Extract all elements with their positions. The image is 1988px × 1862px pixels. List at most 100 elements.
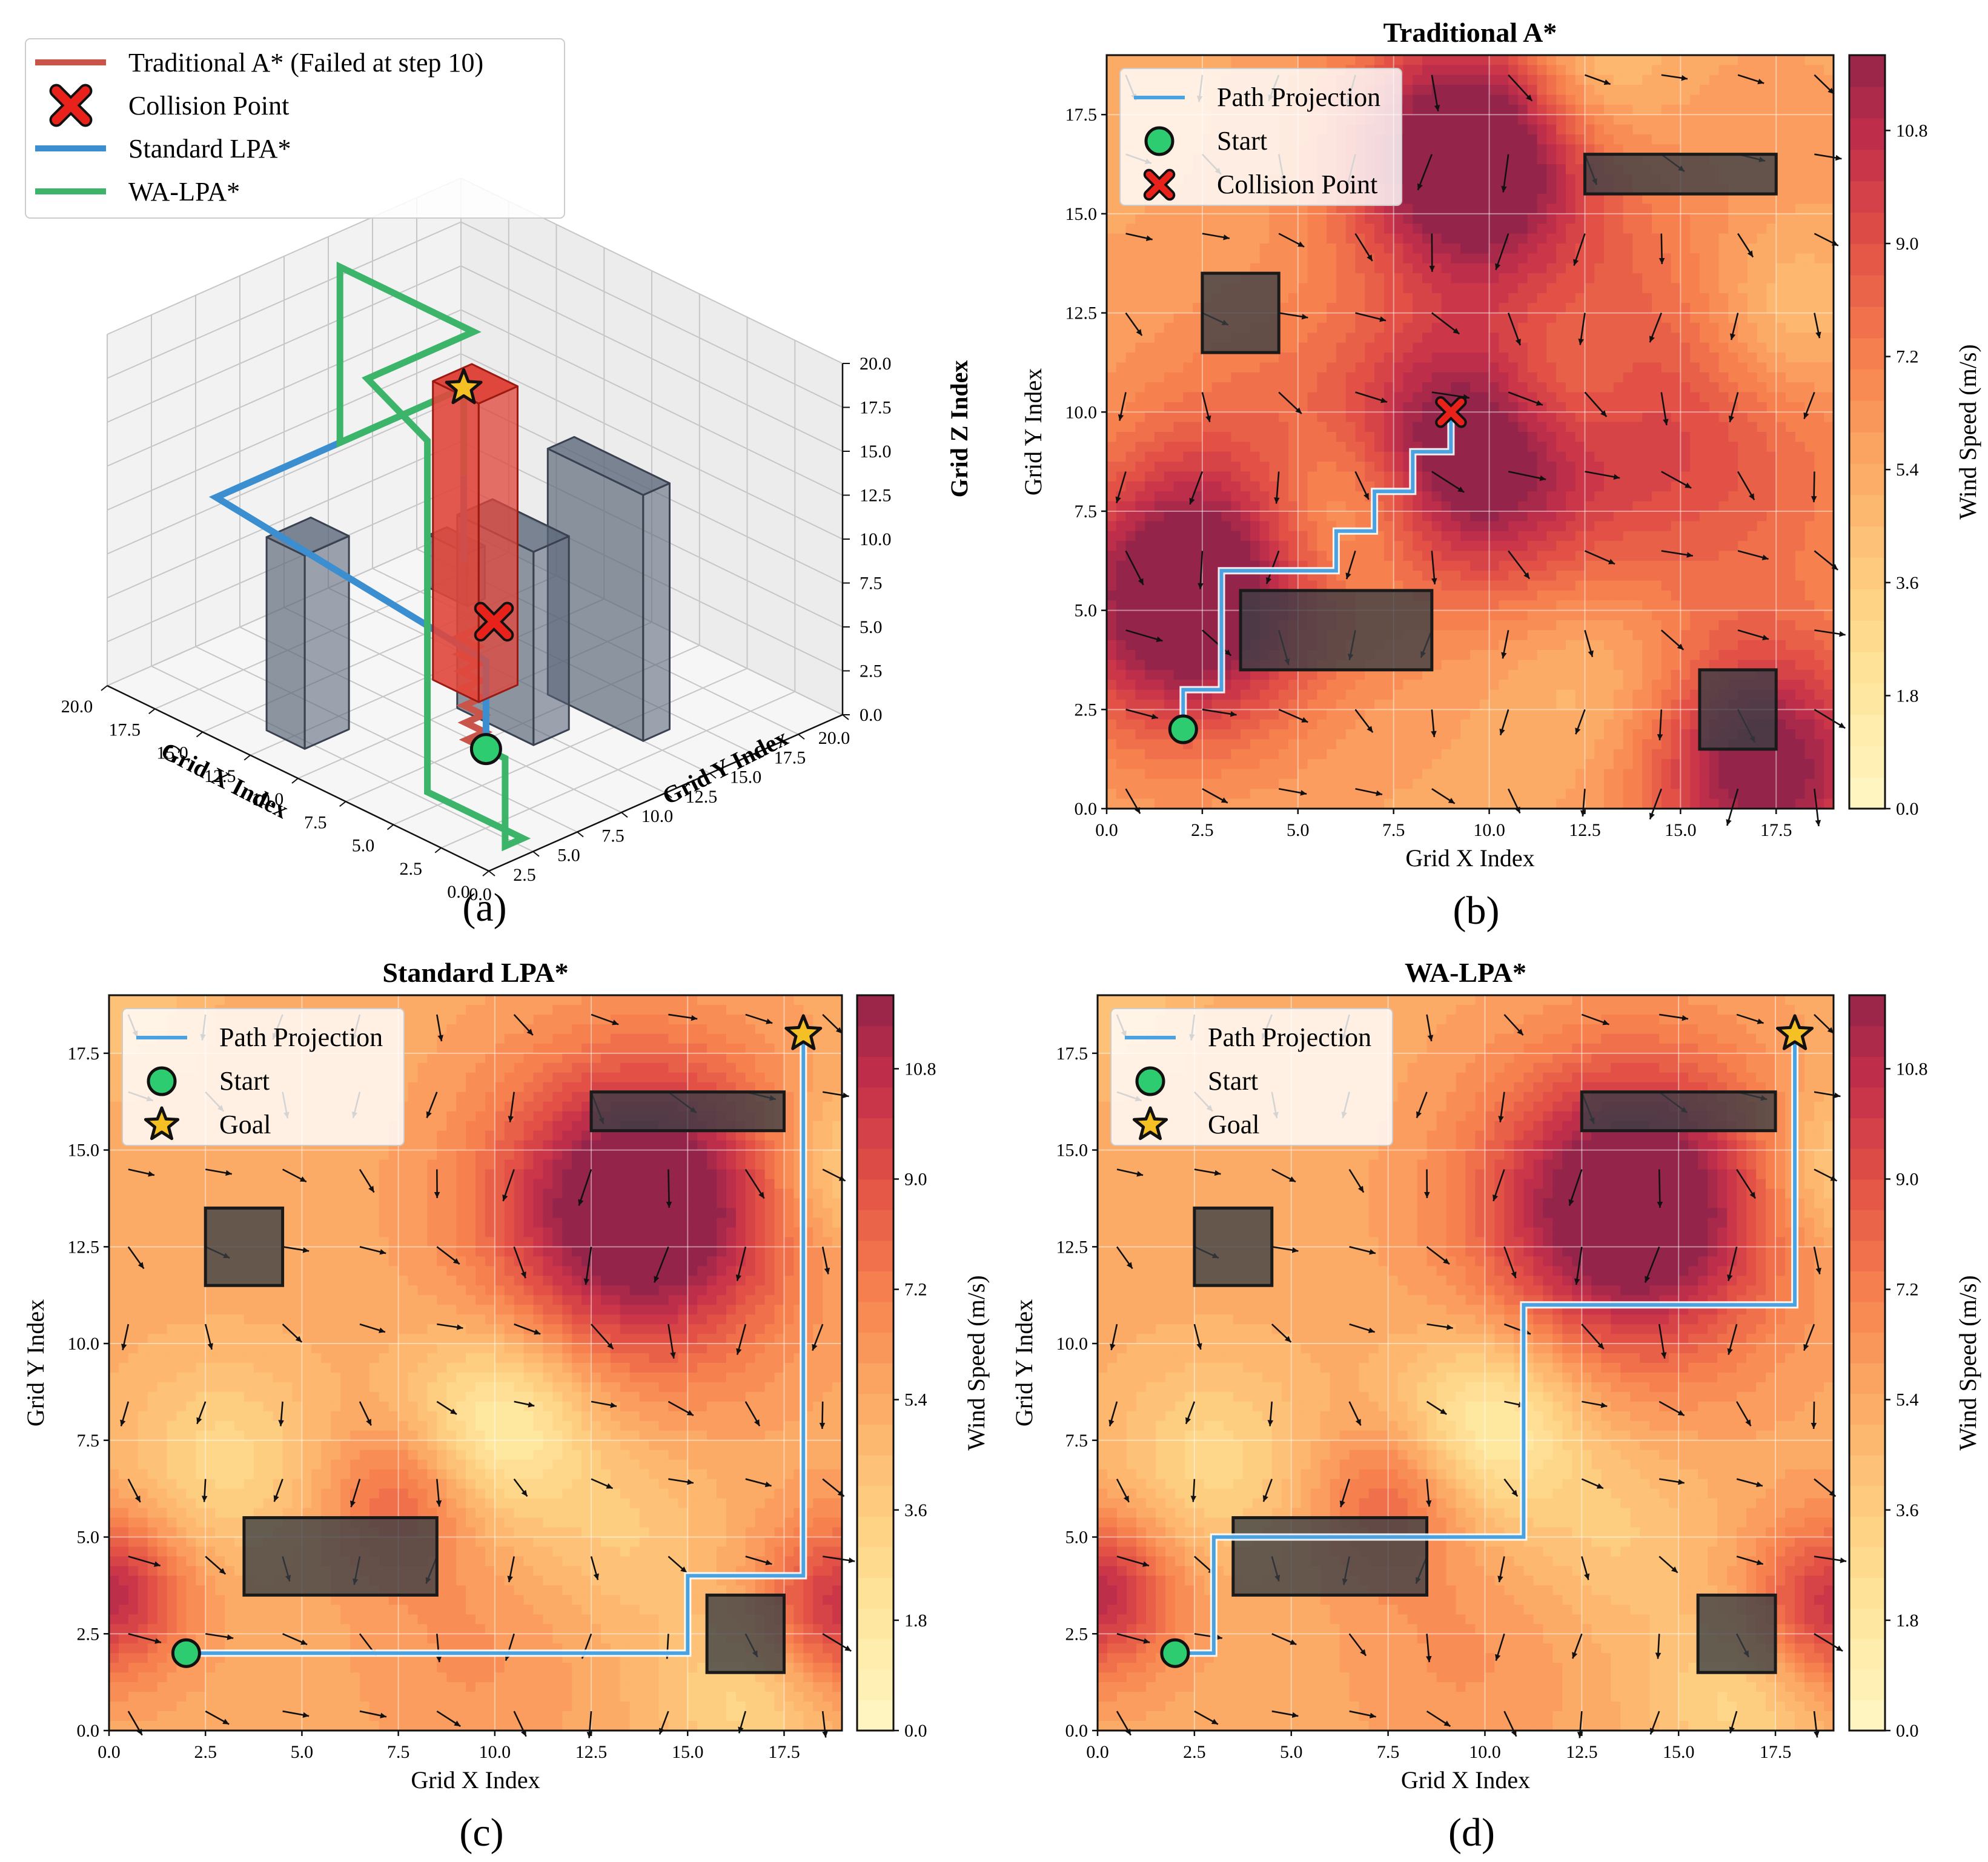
obstacle-4 bbox=[1698, 1595, 1775, 1672]
colorbar-band bbox=[1849, 463, 1885, 495]
x-tick-label: 12.5 bbox=[1566, 1742, 1598, 1762]
obstacle-1 bbox=[1582, 1092, 1775, 1131]
y-tick-label: 0.0 bbox=[1065, 1721, 1088, 1741]
x-axis-label: Grid X Index bbox=[411, 1766, 540, 1794]
colorbar-tick-label: 1.8 bbox=[1896, 1611, 1919, 1631]
colorbar-band bbox=[1849, 1485, 1885, 1516]
y-tick-label: 7.5 bbox=[77, 1431, 100, 1451]
colorbar-band bbox=[1849, 55, 1885, 87]
x-tick-label: 10.0 bbox=[1469, 1742, 1501, 1762]
colorbar-tick-label: 3.6 bbox=[1896, 573, 1919, 593]
obstacle-2 bbox=[1202, 273, 1279, 353]
obstacle-face bbox=[534, 536, 569, 745]
colorbar-tick-label: 10.8 bbox=[1896, 121, 1928, 141]
colorbar-tick-label: 0.0 bbox=[1896, 1721, 1919, 1741]
colorbar-band bbox=[857, 1210, 893, 1241]
colorbar-tick-label: 1.8 bbox=[1896, 686, 1919, 706]
colorbar-tick-label: 1.8 bbox=[904, 1611, 927, 1631]
y-tick-label: 7.5 bbox=[601, 826, 625, 846]
colorbar-band bbox=[1849, 746, 1885, 778]
y-tick-label: 5.0 bbox=[1075, 601, 1098, 621]
y-axis-label: Grid Y Index bbox=[22, 1299, 49, 1426]
x-tick-label: 12.5 bbox=[575, 1742, 608, 1762]
x-tick-label: 0.0 bbox=[98, 1742, 121, 1762]
colorbar-band bbox=[857, 1087, 893, 1118]
x-tick-label: 5.0 bbox=[1280, 1742, 1303, 1762]
legend-label: Goal bbox=[1208, 1110, 1260, 1139]
colorbar-band bbox=[1849, 118, 1885, 150]
colorbar-band bbox=[1849, 1118, 1885, 1148]
legend-start-swatch bbox=[148, 1068, 175, 1095]
colorbar-band bbox=[857, 1363, 893, 1394]
z-tick-label: 10.0 bbox=[860, 529, 892, 549]
start-marker bbox=[173, 1640, 199, 1666]
colorbar-band bbox=[1849, 526, 1885, 558]
x-tick-label: 0.0 bbox=[1086, 1742, 1109, 1762]
legend-label: Start bbox=[1208, 1066, 1258, 1096]
colorbar-band bbox=[1849, 1271, 1885, 1302]
y-tick-label: 7.5 bbox=[1075, 502, 1098, 522]
colorbar-band bbox=[1849, 1087, 1885, 1118]
colorbar-band bbox=[1849, 1547, 1885, 1578]
y-tick-label: 2.5 bbox=[1065, 1624, 1088, 1644]
colorbar-band bbox=[1849, 369, 1885, 401]
start-marker bbox=[1170, 716, 1196, 743]
x-tick-label: 5.0 bbox=[1287, 820, 1310, 840]
colorbar-band bbox=[857, 1700, 893, 1731]
colorbar-band bbox=[1849, 1394, 1885, 1425]
y-tick-label: 15.0 bbox=[1056, 1141, 1088, 1161]
x-tick-label: 2.5 bbox=[1191, 820, 1214, 840]
colorbar-label: Wind Speed (m/s) bbox=[1954, 1275, 1981, 1450]
y-tick-label: 15.0 bbox=[68, 1141, 100, 1161]
colorbar-band bbox=[1849, 495, 1885, 527]
colorbar-band bbox=[1849, 1148, 1885, 1179]
colorbar-tick-label: 9.0 bbox=[1896, 1170, 1919, 1190]
colorbar-band bbox=[857, 1394, 893, 1425]
colorbar-band bbox=[1849, 432, 1885, 464]
colorbar-tick-label: 5.4 bbox=[1896, 1390, 1919, 1410]
y-tick-label: 2.5 bbox=[77, 1624, 100, 1644]
obstacle-1 bbox=[591, 1092, 784, 1131]
y-tick-label: 2.5 bbox=[1075, 700, 1098, 720]
colorbar-band bbox=[1849, 87, 1885, 119]
legend-label: Collision Point bbox=[128, 91, 289, 121]
colorbar-tick-label: 0.0 bbox=[1896, 799, 1919, 819]
colorbar-tick-label: 5.4 bbox=[904, 1390, 927, 1410]
y-tick-label: 17.5 bbox=[1056, 1044, 1088, 1064]
legend-label: Start bbox=[219, 1066, 270, 1096]
y-tick-label: 20.0 bbox=[818, 728, 850, 748]
colorbar-band bbox=[857, 1332, 893, 1363]
panel-label: (a) bbox=[462, 886, 506, 930]
y-axis-label: Grid Y Index bbox=[1019, 368, 1047, 495]
colorbar-band bbox=[1849, 995, 1885, 1026]
colorbar-tick-label: 7.2 bbox=[1896, 347, 1919, 367]
colorbar-band bbox=[857, 1241, 893, 1271]
obstacle-3 bbox=[244, 1518, 437, 1595]
z-tick-label: 15.0 bbox=[860, 442, 892, 462]
colorbar-band bbox=[1849, 244, 1885, 276]
colorbar-band bbox=[1849, 338, 1885, 370]
legend-label: Path Projection bbox=[219, 1022, 383, 1052]
panel-label: (d) bbox=[1448, 1811, 1495, 1855]
panel-label: (c) bbox=[459, 1811, 503, 1855]
chart-title: WA-LPA* bbox=[1405, 957, 1526, 988]
x-tick-label: 17.5 bbox=[109, 720, 141, 740]
y-tick-label: 5.0 bbox=[77, 1528, 100, 1548]
y-tick-label: 10.0 bbox=[641, 806, 674, 826]
x-tick-label: 10.0 bbox=[479, 1742, 511, 1762]
x-tick-label: 5.0 bbox=[352, 836, 375, 856]
obstacle-face bbox=[479, 386, 517, 702]
colorbar-band bbox=[1849, 589, 1885, 621]
legend-label: Collision Point bbox=[1217, 170, 1377, 199]
colorbar-tick-label: 3.6 bbox=[904, 1500, 927, 1520]
colorbar-band bbox=[1849, 1026, 1885, 1057]
obstacle-1 bbox=[1585, 154, 1776, 194]
y-tick-label: 17.5 bbox=[1065, 105, 1098, 125]
y-tick-label: 0.0 bbox=[1075, 799, 1098, 819]
legend-label: Path Projection bbox=[1217, 82, 1380, 112]
colorbar-band bbox=[1849, 1700, 1885, 1731]
colorbar-band bbox=[857, 1056, 893, 1087]
